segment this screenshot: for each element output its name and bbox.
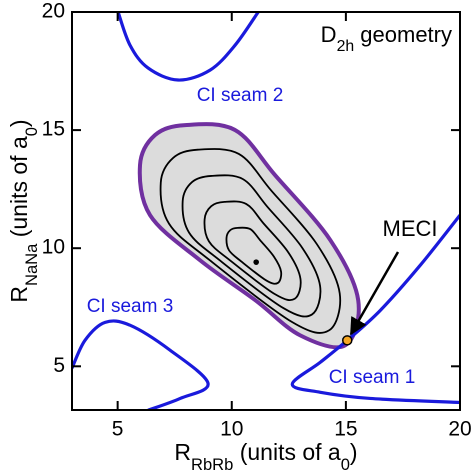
geometry-label: D2h geometry [321, 22, 452, 55]
x-axis-label-part: R [174, 439, 191, 465]
plot-area [72, 12, 460, 410]
x-tick-label: 5 [112, 418, 124, 441]
ci-seam [290, 214, 460, 405]
y-tick-label: 15 [42, 118, 65, 141]
y-axis-label-part: R [6, 286, 32, 303]
contour-line [159, 148, 342, 334]
contour-line [181, 174, 322, 318]
contour-line [225, 226, 283, 285]
y-tick-label: 5 [53, 354, 65, 377]
y-axis-label-part: ) [6, 119, 32, 127]
x-tick-label: 15 [334, 418, 357, 441]
y-axis-label-part: (units of a [6, 136, 32, 244]
geometry-label-part: 2h [337, 38, 355, 55]
seam-label: CI seam 3 [87, 296, 174, 317]
plot-frame [71, 11, 461, 411]
x-axis-label-part: RbRb [191, 455, 233, 474]
ci-seam [72, 319, 210, 410]
seam-label: CI seam 1 [329, 367, 416, 388]
x-axis-label-part: (units of a [233, 439, 341, 465]
meci-arrow [349, 251, 400, 336]
y-axis-label-part: 0 [22, 127, 41, 136]
x-axis-label-part: 0 [341, 455, 350, 474]
x-axis-label-part: ) [350, 439, 358, 465]
seam-label: CI seam 2 [197, 85, 284, 106]
ci-seam [116, 12, 260, 82]
y-tick-label: 10 [42, 236, 65, 259]
y-axis-label-part: NaNa [22, 243, 41, 286]
meci-label: MECI [383, 216, 438, 241]
geometry-label-part: geometry [354, 22, 452, 47]
x-tick-label: 10 [220, 418, 243, 441]
y-axis-label: RNaNa (units of a0) [6, 119, 41, 302]
y-tick-label: 20 [42, 0, 65, 23]
meci-point [342, 335, 353, 346]
contour-line [203, 200, 302, 302]
x-tick-label: 20 [448, 418, 471, 441]
minimum-point [253, 259, 259, 265]
x-axis-label: RRbRb (units of a0) [174, 439, 357, 474]
geometry-label-part: D [321, 22, 337, 47]
